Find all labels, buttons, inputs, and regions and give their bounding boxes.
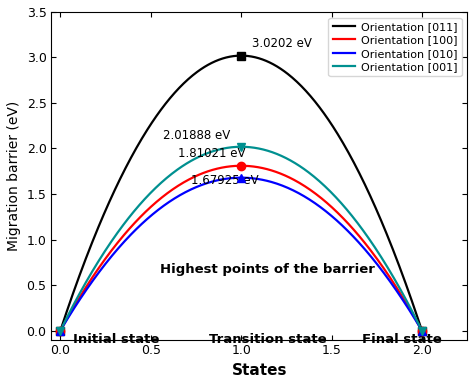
Text: 1.81021 eV: 1.81021 eV [178, 147, 246, 160]
Orientation [001] [419, 328, 425, 333]
Orientation [010] [238, 176, 244, 180]
Text: 3.0202 eV: 3.0202 eV [252, 37, 312, 50]
Orientation [011] [319, 109, 325, 113]
Orientation [011] [321, 111, 327, 116]
Orientation [011] [57, 328, 63, 333]
Orientation [100] [201, 171, 206, 175]
Line: Orientation [011]: Orientation [011] [60, 55, 422, 331]
Text: 2.01888 eV: 2.01888 eV [164, 129, 231, 142]
Orientation [010] [57, 328, 63, 333]
Orientation [100] [101, 258, 107, 263]
Orientation [011] [201, 65, 206, 70]
Orientation [010] [175, 194, 181, 199]
Orientation [011] [175, 87, 181, 91]
Orientation [011] [419, 328, 425, 333]
Orientation [001] [101, 250, 107, 255]
Orientation [011] [238, 53, 244, 58]
Orientation [100] [238, 164, 244, 168]
Orientation [001] [319, 181, 325, 186]
Orientation [010] [101, 263, 107, 268]
Line: Orientation [001]: Orientation [001] [60, 147, 422, 331]
X-axis label: States: States [231, 363, 287, 378]
Text: Final state: Final state [362, 333, 442, 346]
Orientation [010] [321, 208, 327, 212]
Y-axis label: Migration barrier (eV): Migration barrier (eV) [7, 100, 21, 251]
Legend: Orientation [011], Orientation [100], Orientation [010], Orientation [001]: Orientation [011], Orientation [100], Or… [328, 17, 462, 76]
Text: Initial state: Initial state [73, 333, 159, 346]
Orientation [100] [419, 328, 425, 333]
Orientation [001] [238, 144, 244, 149]
Orientation [011] [286, 72, 292, 77]
Orientation [100] [57, 328, 63, 333]
Orientation [100] [286, 175, 292, 179]
Text: Transition state: Transition state [209, 333, 326, 346]
Orientation [100] [175, 183, 181, 188]
Orientation [010] [201, 182, 206, 187]
Orientation [100] [321, 198, 327, 203]
Orientation [010] [286, 186, 292, 191]
Line: Orientation [100]: Orientation [100] [60, 166, 422, 331]
Orientation [001] [175, 167, 181, 171]
Orientation [001] [57, 328, 63, 333]
Text: 1.67925 eV: 1.67925 eV [191, 174, 258, 187]
Text: Highest points of the barrier: Highest points of the barrier [160, 263, 374, 276]
Orientation [011] [101, 212, 107, 216]
Orientation [010] [319, 206, 325, 211]
Orientation [001] [286, 157, 292, 162]
Orientation [100] [319, 197, 325, 201]
Orientation [001] [201, 152, 206, 157]
Orientation [010] [419, 328, 425, 333]
Line: Orientation [010]: Orientation [010] [60, 178, 422, 331]
Orientation [001] [321, 183, 327, 188]
